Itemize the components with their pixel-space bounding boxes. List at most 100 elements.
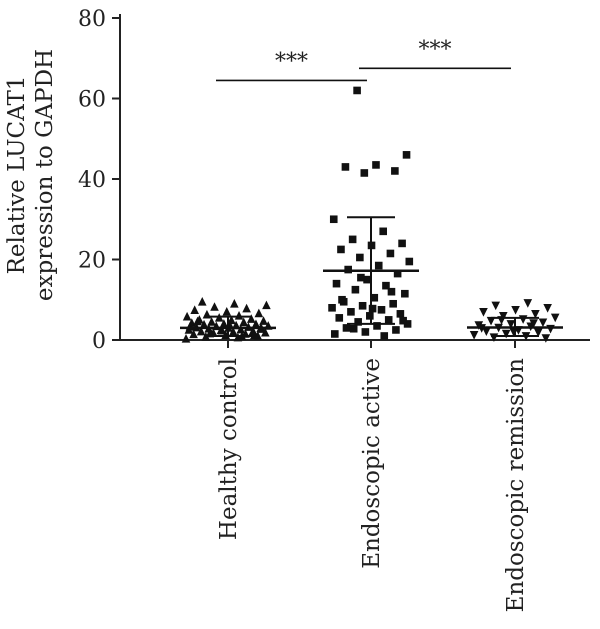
data-point xyxy=(335,314,344,322)
axes xyxy=(119,14,590,348)
data-point xyxy=(207,317,216,326)
data-point xyxy=(469,330,479,340)
data-point xyxy=(234,311,244,320)
data-point xyxy=(351,285,360,294)
data-point xyxy=(182,311,192,321)
data-point xyxy=(199,319,209,329)
data-point xyxy=(217,325,227,335)
data-point xyxy=(529,319,538,328)
data-point xyxy=(501,329,511,339)
data-point xyxy=(382,281,390,290)
data-point xyxy=(360,169,369,177)
data-point xyxy=(373,322,381,330)
data-point xyxy=(356,253,364,262)
data-point xyxy=(363,275,371,284)
data-point xyxy=(329,215,338,224)
data-point xyxy=(354,318,362,326)
data-point xyxy=(328,304,336,312)
data-point xyxy=(386,249,395,258)
y-tick-label: 40 xyxy=(78,168,106,193)
data-point xyxy=(228,327,238,336)
y-axis-title: Relative LUCAT1 expression to GAPDH xyxy=(4,49,58,301)
data-point xyxy=(219,319,229,328)
data-point xyxy=(531,310,540,319)
y-tick-label: 80 xyxy=(78,7,106,32)
data-point xyxy=(193,316,202,326)
x-category-labels: Healthy control Endoscopic active Endoscop… xyxy=(216,358,529,613)
data-point xyxy=(251,319,261,329)
data-point xyxy=(541,334,551,343)
data-point xyxy=(249,330,259,340)
data-point xyxy=(262,300,271,310)
data-point xyxy=(405,257,414,266)
data-point xyxy=(384,316,393,324)
y-tick-label: 20 xyxy=(78,249,106,274)
data-point xyxy=(196,326,206,336)
data-point xyxy=(190,305,199,315)
data-point xyxy=(377,306,386,314)
data-point xyxy=(347,308,355,316)
data-point xyxy=(391,167,399,175)
data-point xyxy=(379,227,387,236)
data-point xyxy=(338,295,346,304)
y-axis-title-line-1: Relative LUCAT1 xyxy=(4,76,30,275)
data-point xyxy=(189,329,198,339)
data-point xyxy=(353,86,361,95)
data-point xyxy=(197,296,207,306)
data-point xyxy=(374,261,383,270)
data-point xyxy=(398,239,406,248)
data-point xyxy=(337,245,345,254)
data-point xyxy=(479,308,488,317)
data-point xyxy=(393,269,402,278)
data-point xyxy=(372,161,380,169)
data-point xyxy=(368,304,377,313)
data-point xyxy=(341,163,350,171)
data-point xyxy=(358,301,367,310)
y-ticks: 0 20 40 60 80 xyxy=(78,7,120,354)
data-point xyxy=(486,316,496,326)
data-point xyxy=(370,293,379,302)
data-point xyxy=(259,316,268,325)
data-point xyxy=(357,273,365,282)
data-point xyxy=(380,332,389,340)
data-point xyxy=(533,328,543,338)
y-tick-label: 60 xyxy=(78,88,106,113)
data-point xyxy=(506,320,516,329)
data-point xyxy=(246,314,256,323)
data-point xyxy=(550,313,560,323)
significance-label: *** xyxy=(419,37,452,62)
y-tick-label: 0 xyxy=(92,329,106,354)
data-point xyxy=(402,151,411,159)
x-category-label: Healthy control xyxy=(216,358,242,540)
significance-label: *** xyxy=(275,49,308,74)
y-axis-title-line-2: expression to GAPDH xyxy=(32,49,58,301)
data-point xyxy=(523,299,533,308)
data-point xyxy=(491,301,501,311)
data-point xyxy=(399,316,407,325)
x-category-label: Endoscopic active xyxy=(359,358,385,569)
data-point xyxy=(254,308,264,318)
data-point xyxy=(387,287,396,296)
data-point xyxy=(361,328,370,336)
data-point xyxy=(401,289,409,298)
data-point xyxy=(332,279,341,288)
data-point xyxy=(538,318,548,328)
data-point xyxy=(331,330,339,338)
data-point xyxy=(239,317,249,327)
mean-sd-bars xyxy=(180,216,563,337)
data-point xyxy=(242,303,251,313)
data-point xyxy=(366,312,374,320)
data-point xyxy=(511,306,520,315)
x-category-label: Endoscopic remission xyxy=(503,358,529,613)
data-point xyxy=(210,302,219,311)
data-point xyxy=(546,324,555,334)
data-point xyxy=(389,299,397,308)
data-point xyxy=(222,307,232,316)
data-point xyxy=(342,324,351,332)
data-point xyxy=(248,326,258,335)
data-point xyxy=(396,310,405,318)
data-point xyxy=(482,327,491,336)
data-point xyxy=(403,320,412,328)
